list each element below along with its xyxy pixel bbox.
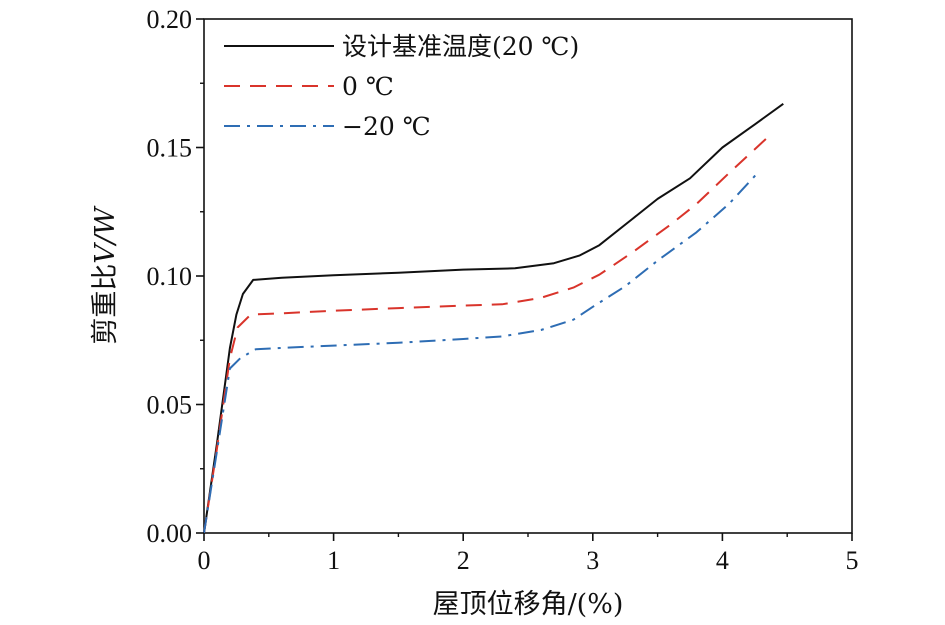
x-tick-label: 4: [716, 546, 729, 575]
x-axis-ticks: 0 1 2 3 4 5: [198, 533, 859, 575]
x-tick-label: 0: [198, 546, 211, 575]
y-tick-label: 0.20: [147, 5, 193, 34]
y-axis-title-prefix: 剪重比: [90, 264, 121, 345]
series-layer: [203, 102, 784, 534]
legend-label-2: −20 ℃: [342, 112, 431, 141]
legend: 设计基准温度(20 ℃) 0 ℃ −20 ℃: [224, 32, 579, 141]
legend-label-0: 设计基准温度(20 ℃): [342, 32, 579, 61]
x-axis-title: 屋顶位移角/(%): [433, 589, 624, 620]
series-line-0: [203, 102, 784, 534]
y-tick-label: 0.15: [147, 134, 193, 163]
y-tick-label: 0.05: [147, 391, 193, 420]
series-line-2: [203, 172, 759, 534]
y-tick-label: 0.00: [147, 519, 193, 548]
y-axis-ticks: 0.00 0.05 0.10 0.15 0.20: [147, 5, 204, 548]
y-axis-title-variable: V/W: [90, 205, 121, 264]
x-tick-label: 1: [327, 546, 340, 575]
legend-label-1: 0 ℃: [342, 72, 394, 101]
y-axis-title: 剪重比V/W: [90, 205, 121, 345]
x-tick-label: 3: [586, 546, 599, 575]
x-tick-label: 2: [457, 546, 470, 575]
plot-area: [203, 18, 853, 534]
x-tick-label: 5: [846, 546, 859, 575]
series-line-1: [203, 136, 769, 534]
y-tick-label: 0.10: [147, 262, 193, 291]
